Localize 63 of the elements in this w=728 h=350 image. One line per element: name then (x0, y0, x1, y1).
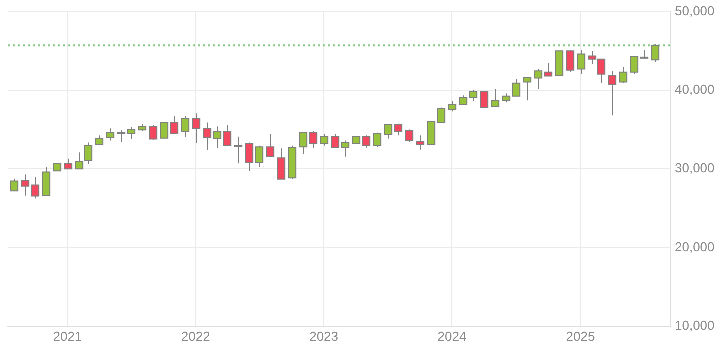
candlestick (192, 113, 201, 144)
candlestick (362, 135, 371, 148)
candlestick (203, 122, 212, 151)
candlestick (523, 76, 532, 102)
candlestick (534, 68, 543, 90)
x-tick-label: 2021 (53, 328, 82, 344)
candlestick (234, 136, 243, 164)
candlestick (331, 134, 340, 148)
candlestick (373, 132, 382, 148)
candlestick (619, 66, 628, 84)
candlestick (299, 132, 308, 155)
candlestick (480, 90, 489, 108)
y-tick-label: 40,000 (675, 82, 715, 98)
candlestick (42, 167, 51, 196)
candlestick (512, 78, 521, 97)
candlestick (491, 88, 500, 108)
candlestick (255, 145, 264, 168)
candlestick (181, 116, 190, 138)
candlestick (427, 121, 436, 146)
candlestick (10, 178, 19, 192)
candlestick (213, 126, 222, 149)
candlestick (266, 134, 275, 158)
candlestick (84, 142, 93, 165)
candlestick (320, 134, 329, 146)
candlestick (75, 152, 84, 170)
candlestick (405, 129, 414, 142)
candlestick (106, 128, 115, 142)
candlestick (448, 100, 457, 112)
candlestick (651, 44, 660, 63)
candlestick (608, 70, 617, 116)
candlestick (127, 126, 136, 140)
x-tick-label: 2023 (310, 328, 339, 344)
candlestick (630, 56, 639, 75)
candlestick (21, 174, 30, 196)
candlestick (170, 116, 179, 134)
candlestick (277, 148, 286, 180)
candlestick (640, 49, 649, 60)
candlestick (117, 130, 126, 143)
candlestick (245, 142, 254, 172)
candlestick (437, 107, 446, 124)
candlestick (223, 124, 232, 146)
candlestick (149, 124, 158, 141)
candlestick (31, 176, 40, 200)
y-tick-label: 50,000 (675, 3, 715, 18)
x-tick-label: 2024 (438, 328, 467, 344)
candlestick (416, 135, 425, 150)
x-tick-label: 2022 (181, 328, 210, 344)
candlestick (502, 93, 511, 104)
candlestick (341, 140, 350, 158)
y-tick-label: 30,000 (675, 160, 715, 176)
candlestick (309, 130, 318, 149)
candlestick (95, 135, 104, 146)
y-tick-label: 20,000 (675, 239, 715, 254)
candlestick (544, 62, 553, 77)
candlestick (459, 95, 468, 106)
y-tick-label: 10,000 (675, 318, 715, 333)
candlestick (64, 158, 73, 170)
x-tick-label: 2025 (566, 328, 596, 344)
candlestick (160, 122, 169, 139)
candlestick (566, 49, 575, 73)
candlestick (384, 124, 393, 140)
candlestick (577, 49, 586, 75)
candlestick (469, 90, 478, 102)
